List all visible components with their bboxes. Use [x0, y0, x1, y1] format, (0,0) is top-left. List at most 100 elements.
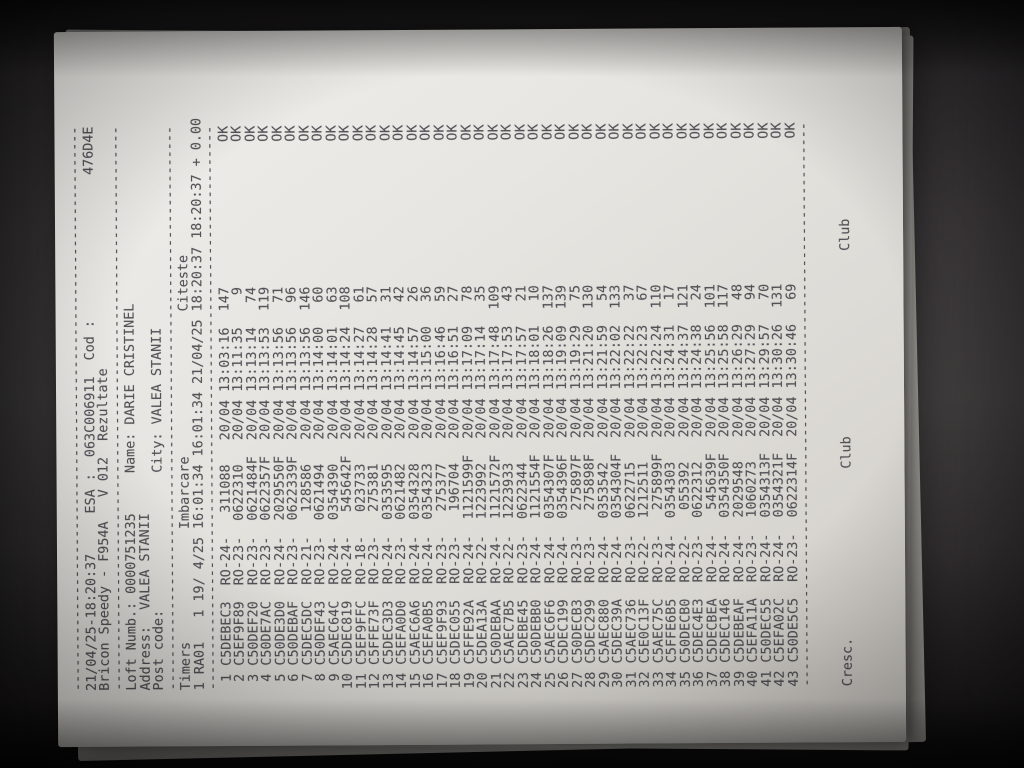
breeder-label: Cresc. — [840, 637, 856, 687]
row-status: OK — [337, 125, 353, 142]
ring-suffix: F — [339, 455, 355, 464]
row-status: OK — [715, 122, 731, 140]
row-index: 40 — [745, 670, 761, 687]
ring-number: 0354321 — [771, 460, 787, 518]
ring-suffix: F — [717, 453, 733, 462]
clock-date: 20/04 — [528, 398, 544, 439]
points: 42 — [392, 286, 408, 303]
ring-suffix: F — [271, 455, 287, 465]
ring-prefix: RO-23- — [447, 535, 464, 584]
ring-suffix: F — [582, 454, 598, 463]
ring-suffix: F — [555, 454, 571, 463]
clock-date: 20/04 — [231, 399, 247, 441]
ring-prefix: RO-24- — [339, 536, 356, 585]
points: 67 — [635, 284, 651, 301]
points: 60 — [311, 286, 327, 303]
points: 35 — [473, 285, 489, 302]
row-index: 26 — [556, 671, 572, 689]
chip-id: C50DEBAF — [286, 600, 302, 666]
ring-number: 1121554 — [528, 462, 544, 519]
clock-time: 13:14:24 — [338, 326, 355, 392]
ring-suffix: F — [244, 456, 260, 465]
clock-time: 13:24:31 — [662, 324, 679, 390]
loft-number: 0000751235 — [123, 513, 140, 594]
ring-prefix: RO-24- — [609, 534, 626, 583]
clock-time: 13:14:00 — [311, 326, 328, 392]
timers-label: Timers — [178, 641, 194, 691]
row-index: 34 — [664, 671, 680, 688]
clock-time: 13:24:38 — [689, 324, 706, 390]
timer-count: 1 — [191, 609, 207, 618]
clock-time: 13:25:58 — [716, 324, 733, 389]
ring-suffix — [300, 456, 314, 464]
ring-number: 1223992 — [474, 462, 490, 520]
points: 139 — [554, 284, 570, 310]
reading-label: Citeste — [176, 254, 192, 312]
clock-time: 13:22:23 — [635, 324, 652, 390]
row-status: OK — [580, 123, 596, 140]
points: 119 — [257, 286, 273, 312]
row-status: OK — [607, 123, 623, 140]
clock-date: 20/04 — [609, 397, 625, 438]
points: 10 — [527, 285, 543, 302]
separator-dashes: ----------------------------------------… — [161, 126, 181, 691]
row-status: OK — [526, 123, 542, 141]
clock-date: 20/04 — [582, 397, 598, 439]
chip-id: C5EFA0B5 — [421, 600, 437, 665]
ring-number: 0354396 — [555, 462, 571, 519]
row-status: OK — [688, 122, 704, 140]
row-status: OK — [769, 122, 785, 139]
clock-date: 20/04 — [420, 398, 436, 440]
clock-date: 20/04 — [717, 396, 733, 438]
points: 94 — [743, 283, 759, 301]
row-index: 30 — [610, 671, 626, 688]
ring-number: 0621494 — [312, 463, 328, 521]
ring-prefix: RO-22- — [474, 535, 491, 584]
ring-number: 1212511 — [636, 461, 652, 519]
clock-time: 13:14:45 — [392, 326, 409, 391]
ring-number: 0622339 — [285, 463, 301, 521]
clock-time: 13:19:09 — [554, 325, 571, 390]
ring-number: 0354304 — [609, 461, 625, 519]
chip-id: C5DEC199 — [556, 599, 572, 664]
clock-time: 13:17:14 — [473, 325, 490, 391]
ring-suffix — [637, 454, 651, 462]
row-index: 2 — [232, 673, 248, 682]
postcode-label: Post code: — [151, 609, 167, 691]
clock-time: 13:13:53 — [257, 327, 274, 392]
ring-number: 0354323 — [420, 463, 436, 520]
ring-suffix: F — [771, 452, 787, 462]
points: 43 — [500, 285, 516, 302]
chip-id: C5DEC055 — [448, 599, 464, 665]
points: 36 — [419, 285, 435, 303]
ring-suffix — [691, 453, 705, 461]
ring-prefix: RO-23- — [312, 536, 329, 585]
clock-date: 20/04 — [393, 398, 409, 440]
row-status: OK — [310, 125, 326, 142]
ring-number: 0621482 — [393, 463, 409, 520]
ring-suffix: F — [487, 454, 503, 463]
ring-suffix — [421, 455, 435, 463]
row-status: OK — [418, 124, 434, 141]
ring-suffix — [664, 454, 678, 462]
separator-dashes: ----------------------------------------… — [796, 122, 815, 687]
chip-id: C5FFE6B5 — [664, 598, 680, 664]
ring-suffix — [435, 455, 449, 463]
chip-id: C5E0C13F — [637, 598, 653, 664]
chip-id: C5EFA0D0 — [394, 600, 410, 665]
chip-id: C5EFA02C — [772, 597, 788, 663]
row-status: OK — [391, 124, 407, 141]
cod-label: Cod : — [82, 320, 98, 361]
clock-date: 20/04 — [501, 398, 517, 439]
clock-date: 20/04 — [690, 397, 706, 438]
ring-prefix: RO-23- — [690, 533, 707, 583]
ring-suffix — [232, 456, 246, 464]
ring-suffix — [408, 455, 422, 463]
ring-prefix: RO-23- — [258, 536, 275, 586]
row-status: OK — [445, 124, 461, 141]
clock-date: 20/04 — [663, 397, 679, 438]
row-index: 4 — [259, 673, 275, 682]
chip-id: C5DEC4E3 — [691, 598, 707, 664]
points: 131 — [770, 283, 786, 308]
row-index: 38 — [718, 670, 734, 688]
